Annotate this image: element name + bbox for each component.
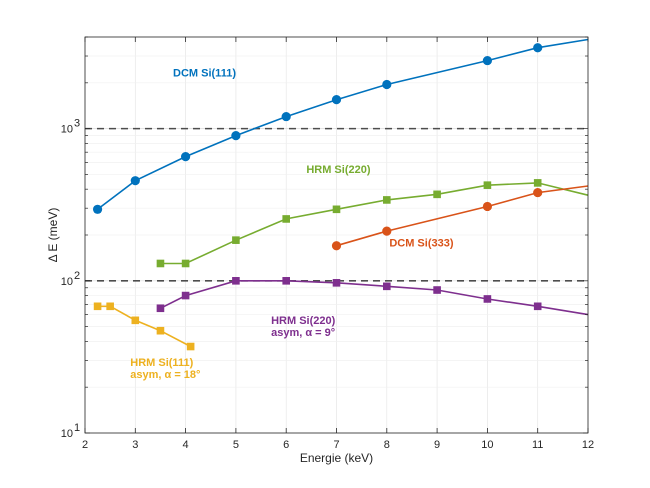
series-dcm111 — [92, 38, 589, 214]
series-line-hrm220 — [160, 182, 589, 265]
annotations: DCM Si(111) HRM Si(220) DCM Si(333) HRM Si(… — [130, 68, 454, 382]
annotation-dcm111: DCM Si(111) — [173, 68, 236, 80]
data-point-hrm220asym — [483, 295, 492, 303]
data-point-dcm111 — [281, 111, 291, 122]
series-group — [92, 38, 589, 351]
annotation-line: HRM Si(220) — [306, 164, 371, 176]
data-point-hrm220asym — [533, 302, 542, 311]
x-tick-label: 10 — [481, 439, 493, 451]
annotation-line: DCM Si(333) — [389, 238, 454, 250]
data-point-hrm220asym — [332, 279, 341, 287]
data-point-hrm220asym — [156, 304, 165, 313]
data-point-dcm111 — [533, 43, 543, 53]
x-tick-label: 3 — [132, 439, 138, 451]
x-tick-label: 8 — [384, 439, 390, 451]
data-point-dcm111 — [130, 176, 140, 186]
data-point-hrm111asym — [131, 316, 140, 325]
y-tick-label: 10 — [61, 124, 73, 136]
data-point-dcm333 — [331, 241, 342, 251]
data-point-dcm111 — [181, 151, 191, 162]
annotation-line: HRM Si(111) — [130, 357, 193, 369]
x-tick-label: 2 — [82, 439, 88, 451]
y-axis-label: Δ E (meV) — [46, 208, 60, 263]
data-point-hrm111asym — [156, 326, 165, 335]
y-tick-base: 10 — [61, 276, 73, 288]
data-point-hrm220asym — [282, 277, 290, 285]
data-point-hrm220 — [483, 181, 492, 189]
series-hrm220 — [156, 179, 589, 268]
x-tick-label: 5 — [233, 439, 239, 451]
data-point-hrm220asym — [232, 277, 240, 285]
data-point-dcm333 — [382, 226, 392, 236]
series-hrm220asym — [156, 277, 589, 316]
data-point-dcm111 — [331, 95, 342, 105]
x-tick-label: 4 — [183, 439, 189, 451]
x-tick-label: 9 — [434, 439, 440, 451]
annotation-line: DCM Si(111) — [173, 68, 236, 80]
annotation-hrm220: HRM Si(220) — [306, 164, 371, 176]
y-tick-exponent: 3 — [74, 118, 80, 130]
data-point-hrm111asym — [93, 302, 102, 311]
data-point-hrm220asym — [181, 291, 190, 300]
x-tick-label: 7 — [333, 439, 339, 451]
data-point-hrm220 — [282, 215, 290, 223]
y-tick-exponent: 2 — [74, 270, 80, 282]
data-point-hrm220 — [156, 259, 165, 268]
data-point-hrm220 — [332, 205, 341, 214]
annotation-hrm220asym: HRM Si(220) asym, α = 9° — [271, 315, 336, 339]
x-tick-label: 6 — [283, 439, 289, 451]
y-tick-exponent: 1 — [74, 422, 80, 434]
y-tick-base: 10 — [61, 124, 73, 136]
data-point-hrm220 — [433, 190, 441, 199]
data-point-hrm220asym — [383, 282, 391, 291]
x-tick-label: 11 — [532, 439, 543, 451]
y-tick-base: 10 — [61, 428, 73, 440]
data-point-hrm111asym — [186, 342, 195, 351]
series-hrm111asym — [93, 302, 195, 351]
x-tick-label: 12 — [582, 439, 594, 451]
annotation-line: asym, α = 18° — [130, 369, 200, 381]
y-tick-label: 10 — [61, 428, 73, 440]
annotation-line: asym, α = 9° — [271, 327, 335, 339]
data-point-dcm111 — [482, 55, 492, 66]
annotation-hrm111asym: HRM Si(111) asym, α = 18° — [130, 357, 200, 381]
data-point-dcm111 — [92, 204, 103, 214]
data-point-hrm111asym — [106, 302, 114, 311]
data-point-dcm333 — [482, 201, 492, 212]
y-tick-label: 10 — [61, 276, 73, 288]
data-point-dcm333 — [533, 187, 543, 198]
series-dcm333 — [331, 185, 589, 251]
series-line-hrm220asym — [160, 279, 589, 316]
data-point-hrm220asym — [433, 286, 441, 294]
data-point-hrm220 — [232, 236, 240, 244]
data-point-hrm220 — [383, 196, 391, 204]
data-point-dcm111 — [231, 130, 241, 141]
x-axis-label: Energie (keV) — [300, 451, 373, 465]
series-line-dcm111 — [97, 38, 589, 210]
annotation-dcm333: DCM Si(333) — [389, 238, 454, 250]
data-point-hrm220 — [181, 259, 190, 268]
annotation-line: HRM Si(220) — [271, 315, 336, 327]
data-point-hrm220 — [533, 179, 542, 187]
data-point-dcm111 — [382, 79, 392, 90]
